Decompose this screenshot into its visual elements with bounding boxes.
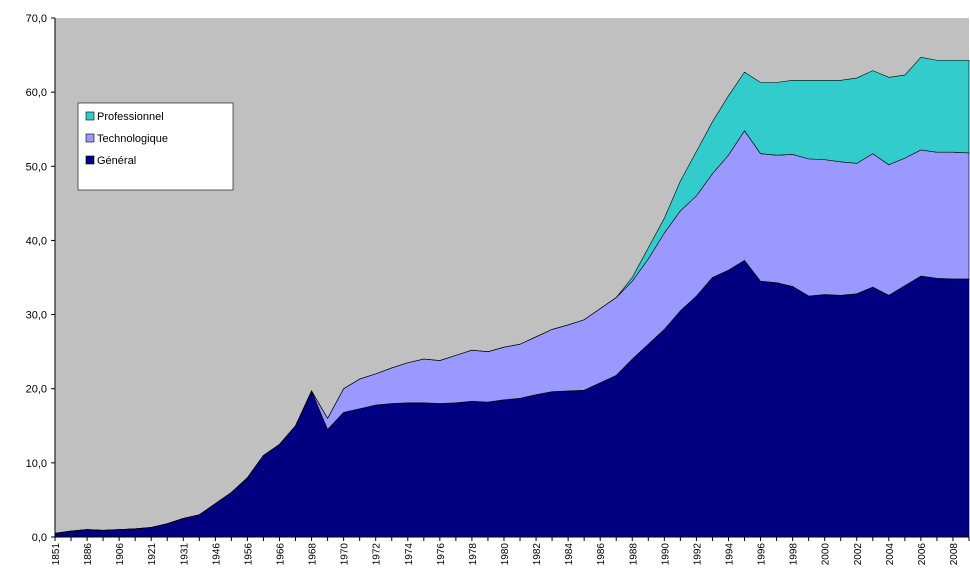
x-tick-label: 1998 [789,543,800,566]
y-tick-label: 70,0 [26,13,47,25]
x-tick-label: 1986 [596,543,607,566]
x-tick-label: 1980 [500,543,511,566]
x-tick-label: 1851 [51,543,62,566]
x-tick-label: 1966 [275,543,286,566]
x-tick-label: 1946 [211,543,222,566]
x-tick-label: 1978 [468,543,479,566]
area [54,56,970,534]
x-tick-label: 1988 [628,543,639,566]
x-tick-label: 1886 [83,543,94,566]
x-tick-label: 1972 [372,543,383,566]
x-tick-label: 1921 [147,543,158,566]
x-tick-label: 2000 [821,543,832,566]
legend-label: Professionnel [97,111,164,123]
y-tick-label: 60,0 [26,87,47,99]
x-tick-label: 1982 [532,543,543,566]
x-tick-label: 1994 [724,543,735,566]
x-tick-label: 2004 [885,543,896,566]
x-tick-label: 1968 [308,543,319,566]
legend-swatch [85,133,95,143]
y-tick-label: 10,0 [26,458,47,470]
legend: Professionnel Technologique Général [77,102,234,191]
y-tick-label: 50,0 [26,161,47,173]
x-tick-label: 1996 [757,543,768,566]
x-tick-label: 2008 [949,543,960,566]
legend-label: Général [97,155,136,167]
x-tick-label: 1990 [660,543,671,566]
y-tick-label: 40,0 [26,235,47,247]
x-tick-label: 1976 [436,543,447,566]
legend-box [77,102,234,191]
y-tick-label: 30,0 [26,310,47,322]
x-tick-label: 1931 [179,543,190,566]
x-tick-label: 1992 [692,543,703,566]
x-tick-label: 1970 [340,543,351,566]
x-tick-label: 2006 [917,543,928,566]
y-tick-label: 0,0 [32,532,47,544]
x-tick-label: 1956 [243,543,254,566]
legend-swatch [85,111,95,121]
legend-swatch [85,155,95,165]
x-tick-label: 1974 [404,543,415,566]
x-tick-label: 2002 [853,543,864,566]
legend-label: Technologique [97,133,168,145]
y-tick-label: 20,0 [26,384,47,396]
x-tick-label: 1984 [564,543,575,566]
x-tick-label: 1906 [115,543,126,566]
